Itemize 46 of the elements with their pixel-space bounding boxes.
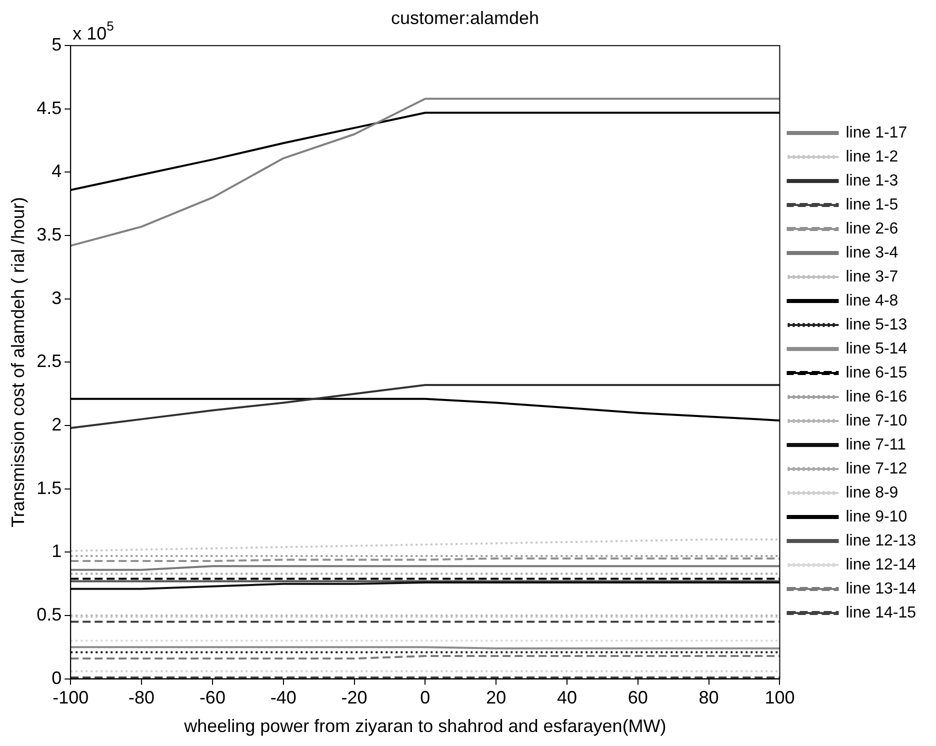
legend-label: line 9-10 — [846, 508, 908, 526]
legend-label: line 2-6 — [846, 220, 898, 238]
y-tick-label: 3.5 — [36, 224, 62, 245]
y-tick-label: 2 — [52, 414, 62, 434]
y-tick-label: 5 — [52, 34, 62, 55]
legend-label: line 13-14 — [846, 580, 916, 598]
y-tick-label: 0.5 — [36, 604, 62, 624]
legend-label: line 1-2 — [846, 148, 898, 166]
legend-label: line 1-3 — [846, 172, 898, 190]
legend-label: line 14-15 — [846, 604, 916, 622]
y-tick-label: 1 — [52, 541, 62, 562]
legend-label: line 3-4 — [846, 244, 898, 262]
y-tick-label: 2.5 — [36, 351, 62, 372]
legend-label: line 5-14 — [846, 340, 908, 358]
legend-label: line 12-13 — [846, 532, 916, 550]
legend-label: line 12-14 — [846, 556, 916, 574]
x-tick-label: -100 — [52, 688, 89, 708]
legend-label: line 7-10 — [846, 412, 908, 430]
x-tick-label: -60 — [199, 688, 226, 708]
x-tick-label: 40 — [556, 688, 578, 708]
x-tick-label: 80 — [698, 688, 719, 708]
x-tick-label: 0 — [420, 688, 430, 708]
x-axis-title: wheeling power from ziyaran to shahrod and esfarayen(MW) — [183, 716, 666, 736]
legend-label: line 4-8 — [846, 292, 898, 310]
x-tick-label: -40 — [270, 688, 296, 708]
legend-label: line 6-15 — [846, 364, 908, 382]
legend-label: line 7-12 — [846, 460, 908, 478]
y-tick-label: 4.5 — [36, 98, 62, 118]
y-tick-label: 1.5 — [36, 478, 62, 498]
legend-label: line 3-7 — [846, 268, 898, 286]
legend-label: line 7-11 — [846, 436, 906, 454]
y-tick-label: 3 — [52, 288, 62, 308]
y-axis-title: Transmission cost of alamdeh ( rial /hour) — [8, 196, 28, 528]
chart-title: customer:alamdeh — [390, 8, 540, 28]
legend-label: line 6-16 — [846, 388, 908, 406]
legend-label: line 1-5 — [846, 196, 898, 214]
x-tick-label: -80 — [128, 688, 155, 708]
x-tick-label: 100 — [764, 688, 795, 708]
x-tick-label: 20 — [486, 688, 506, 708]
x-tick-label: -20 — [341, 688, 368, 708]
legend-label: line 1-17 — [846, 124, 908, 142]
y-tick-label: 0 — [52, 668, 62, 688]
y-tick-label: 4 — [52, 161, 62, 182]
x-tick-label: 60 — [628, 688, 648, 708]
legend-label: line 5-13 — [846, 316, 908, 334]
legend-label: line 8-9 — [846, 484, 898, 502]
